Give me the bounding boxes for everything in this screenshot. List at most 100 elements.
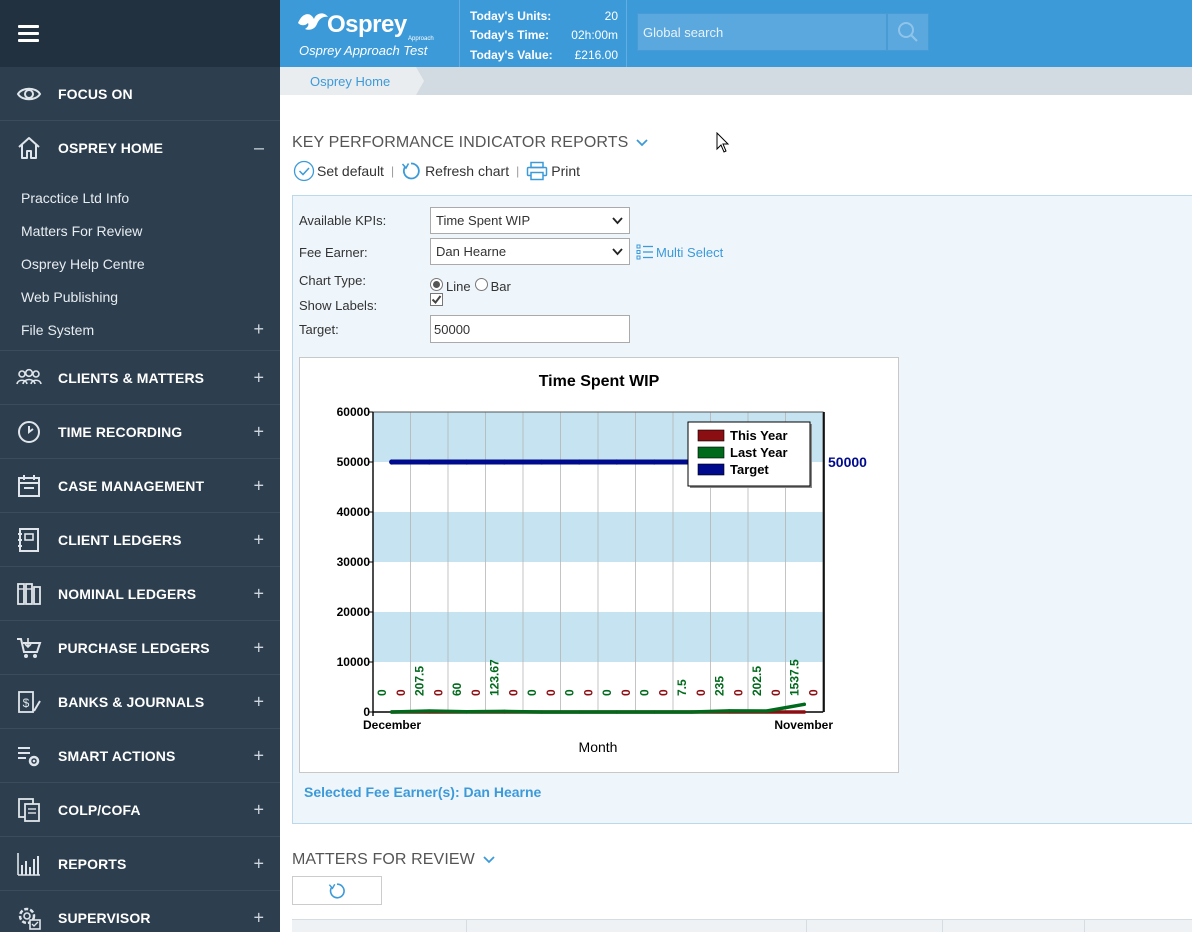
chevron-down-icon [483, 856, 495, 864]
refresh-icon [328, 882, 345, 899]
mfr-section-title[interactable]: MATTERS FOR REVIEW [292, 851, 495, 869]
expand-toggle[interactable]: + [253, 907, 264, 927]
data-point [464, 459, 470, 465]
expand-toggle[interactable]: + [253, 583, 264, 603]
available-kpis-select[interactable]: Time Spent WIP [430, 207, 630, 234]
legend-label: Last Year [730, 445, 788, 460]
line-radio-label[interactable]: Line [446, 279, 471, 294]
nav-banks-journals[interactable]: $ BANKS & JOURNALS + [0, 675, 280, 729]
target-input[interactable]: 50000 [430, 315, 630, 343]
expand-toggle[interactable]: + [253, 745, 264, 765]
sub-item-practice-info[interactable]: Pracctice Ltd Info [0, 181, 280, 214]
nav-label: CASE MANAGEMENT [58, 477, 205, 494]
toolbar-separator: | [390, 164, 395, 178]
mfr-refresh-button[interactable] [292, 876, 382, 905]
nav-purchase-ledgers[interactable]: PURCHASE LEDGERS + [0, 621, 280, 675]
column-divider [806, 920, 807, 932]
data-label-last-year: 7.5 [675, 679, 689, 696]
nav-smart-actions[interactable]: SMART ACTIONS + [0, 729, 280, 783]
multi-select-button[interactable]: Multi Select [636, 244, 723, 260]
data-point [802, 702, 806, 706]
nav-supervisor[interactable]: SUPERVISOR + [0, 891, 280, 932]
data-label-last-year: 1537.5 [787, 659, 801, 696]
nav-case-management[interactable]: CASE MANAGEMENT + [0, 459, 280, 513]
multi-select-label: Multi Select [656, 244, 724, 260]
legend-swatch [697, 429, 725, 442]
checklist-icon [636, 244, 653, 260]
nav-osprey-home[interactable]: OSPREY HOME – [0, 121, 280, 175]
nav-colp-cofa[interactable]: COLP/COFA + [0, 783, 280, 837]
sub-item-label: File System [21, 321, 95, 338]
data-point [390, 710, 394, 714]
target-value-label: 50000 [828, 454, 867, 470]
kpi-panel: Available KPIs: Time Spent WIP Fee Earne… [292, 195, 1192, 824]
hamburger-menu-icon[interactable] [18, 25, 39, 42]
data-point [465, 710, 469, 714]
data-point [651, 459, 657, 465]
data-label-this-year: 0 [731, 689, 745, 696]
expand-toggle[interactable]: + [253, 529, 264, 549]
sub-item-web-publishing[interactable]: Web Publishing [0, 280, 280, 313]
expand-toggle[interactable]: + [253, 421, 264, 441]
show-labels-label: Show Labels: [299, 298, 378, 313]
nav-client-ledgers[interactable]: CLIENT LEDGERS + [0, 513, 280, 567]
legend-swatch [697, 463, 725, 476]
print-button[interactable]: Print [526, 161, 580, 181]
calendar-icon [16, 473, 42, 499]
data-label-last-year: 207.5 [412, 666, 426, 696]
fee-earner-select[interactable]: Dan Hearne [430, 238, 630, 265]
supervisor-gear-icon [16, 905, 42, 931]
logo[interactable]: Osprey Approach Osprey Approach Test [280, 0, 460, 67]
kpi-chart: Time Spent WIP 0 10000 20000 30000 40000 50000… [299, 357, 899, 773]
mouse-cursor-icon [716, 132, 730, 153]
chart-type-label: Chart Type: [299, 273, 366, 288]
expand-toggle[interactable]: + [253, 799, 264, 819]
y-tick-label: 10000 [337, 655, 371, 669]
y-tick-label: 0 [363, 705, 370, 719]
data-point [690, 710, 694, 714]
legend-swatch [697, 446, 725, 459]
chevron-down-icon [612, 248, 623, 256]
refresh-chart-label: Refresh chart [425, 163, 510, 179]
search-button[interactable] [887, 13, 929, 51]
kpi-section-title[interactable]: KEY PERFORMANCE INDICATOR REPORTS [292, 134, 649, 152]
bar-radio[interactable] [474, 277, 488, 291]
bar-radio-label[interactable]: Bar [490, 279, 511, 294]
stat-value-row: Today's Value: £216.00 [470, 45, 618, 65]
top-header: Osprey Approach Osprey Approach Test Tod… [280, 0, 1192, 67]
nav-nominal-ledgers[interactable]: NOMINAL LEDGERS + [0, 567, 280, 621]
stat-value: 02h:00m [571, 28, 618, 43]
line-radio[interactable] [430, 277, 443, 291]
expand-toggle[interactable]: + [253, 367, 264, 387]
nav-label: OSPREY HOME [58, 140, 164, 156]
nav-label: PURCHASE LEDGERS [58, 639, 210, 656]
column-divider [466, 920, 467, 932]
nav-label: REPORTS [58, 855, 127, 872]
expand-toggle[interactable]: + [253, 691, 264, 711]
nav-clients-matters[interactable]: CLIENTS & MATTERS + [0, 351, 280, 405]
expand-toggle[interactable]: + [253, 475, 264, 495]
set-default-button[interactable]: Set default [293, 160, 384, 182]
breadcrumb-home[interactable]: Osprey Home [280, 67, 416, 95]
sub-item-help-centre[interactable]: Osprey Help Centre [0, 247, 280, 280]
sub-item-matters-review[interactable]: Matters For Review [0, 214, 280, 247]
show-labels-checkbox[interactable] [430, 293, 443, 306]
search-icon [898, 22, 918, 42]
expand-toggle[interactable]: + [253, 319, 264, 339]
data-label-last-year: 0 [637, 689, 651, 696]
data-point [765, 709, 769, 713]
collapse-toggle[interactable]: – [253, 137, 264, 158]
checkmark-icon [431, 295, 442, 305]
nav-focus-on[interactable]: FOCUS ON [0, 67, 280, 121]
nav-time-recording[interactable]: TIME RECORDING + [0, 405, 280, 459]
data-point [576, 459, 582, 465]
nav-label: COLP/COFA [58, 801, 141, 818]
expand-toggle[interactable]: + [253, 637, 264, 657]
sub-item-file-system[interactable]: File System + [0, 313, 280, 346]
refresh-chart-button[interactable]: Refresh chart [401, 161, 509, 181]
data-point [389, 459, 395, 465]
expand-toggle[interactable]: + [253, 853, 264, 873]
global-search-input[interactable]: Global search [637, 13, 887, 51]
nav-reports[interactable]: REPORTS + [0, 837, 280, 891]
printer-icon [526, 161, 548, 181]
